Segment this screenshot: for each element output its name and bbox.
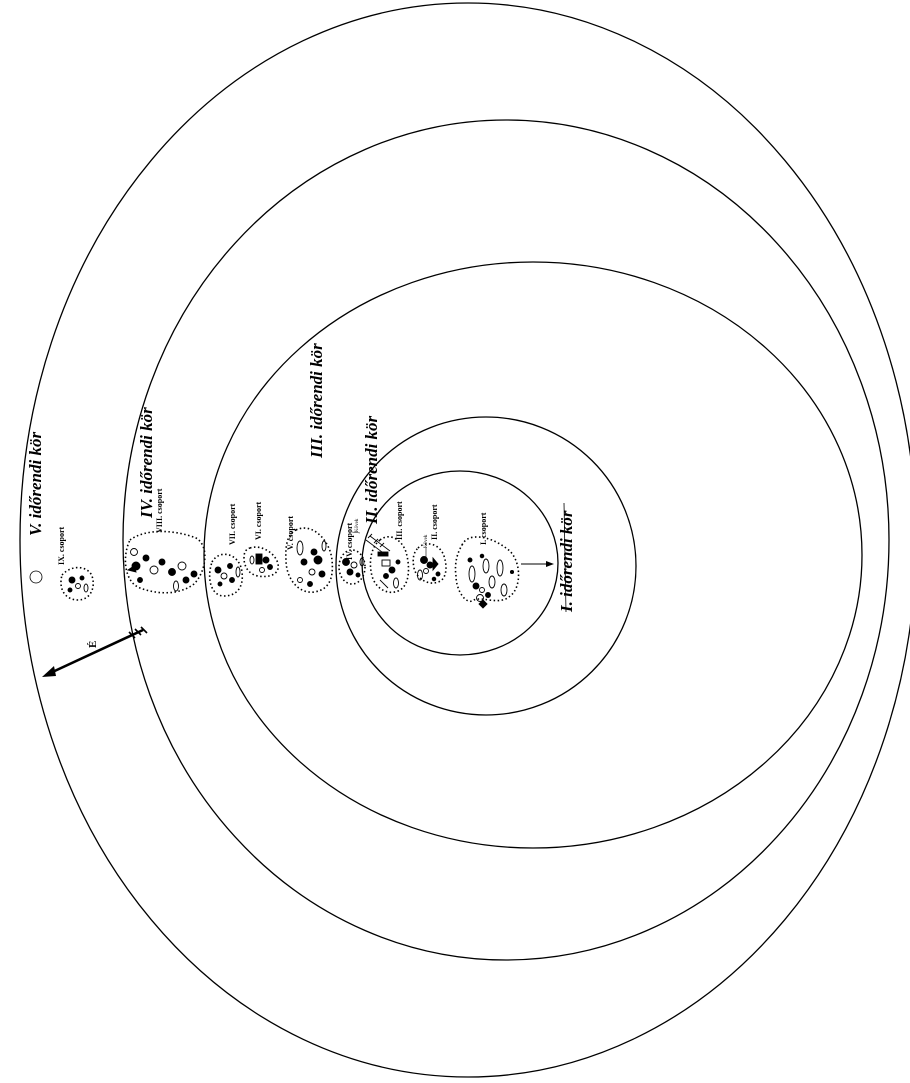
group-label-2: II. csoport (430, 504, 439, 540)
group-label-3: III. csoport (395, 501, 404, 540)
ring-5-outline (19, 2, 910, 1078)
group-outlines (60, 527, 520, 603)
stones-label-lower: Kövek (424, 534, 429, 548)
ring-label-2: II. időrendi kör (362, 415, 381, 525)
ring-2-outline (335, 416, 637, 716)
group-7-outline (208, 553, 244, 597)
ladder-feature (365, 533, 391, 556)
north-arrow (42, 626, 148, 677)
group-6-features (249, 553, 273, 573)
ring-1-outline (361, 470, 559, 656)
group-9-features (67, 575, 89, 593)
north-label: É (87, 641, 99, 648)
feature-clusters (67, 533, 515, 609)
group-label-6: VI. csoport (254, 501, 263, 540)
group-label-5: V. csoport (286, 516, 295, 550)
ring-3-outline (203, 261, 863, 849)
ring-label-1: I. időrendi kör (557, 510, 576, 613)
group-1-outline (454, 536, 520, 603)
group-4-features (342, 557, 365, 578)
group-6-outline (243, 546, 280, 578)
ring-1-label-strike (563, 502, 567, 613)
group-3-outline (369, 536, 410, 594)
ring-1-pointer (521, 561, 554, 567)
stones-label-upper: Kövek (355, 518, 360, 532)
group-label-8: VIII. csoport (155, 488, 164, 533)
group-7-features (214, 563, 241, 587)
group-label-7: VII. csoport (228, 503, 237, 545)
group-3-features (377, 551, 401, 589)
ring-label-4: IV. időrendi kör (137, 407, 156, 519)
isolated-feature (29, 570, 43, 584)
ring-4-outline (122, 119, 890, 961)
ring-outlines (19, 2, 910, 1078)
group-8-outline (124, 530, 206, 594)
group-label-1: I. csoport (479, 512, 488, 545)
group-2-features (417, 556, 441, 582)
group-5-outline (285, 527, 334, 593)
group-8-features (126, 548, 198, 592)
group-label-4: IV. csoport (345, 522, 354, 560)
group-5-features (296, 540, 327, 587)
stones-leader-upper (351, 531, 361, 534)
ring-label-3: III. időrendi kör (307, 343, 326, 459)
group-2-outline (412, 543, 447, 584)
group-label-9: IX. csoport (57, 526, 66, 565)
ring-label-5: V. időrendi kör (26, 432, 45, 536)
group-9-outline (60, 566, 94, 601)
group-4-outline (338, 549, 366, 585)
group-1-features (467, 553, 515, 609)
